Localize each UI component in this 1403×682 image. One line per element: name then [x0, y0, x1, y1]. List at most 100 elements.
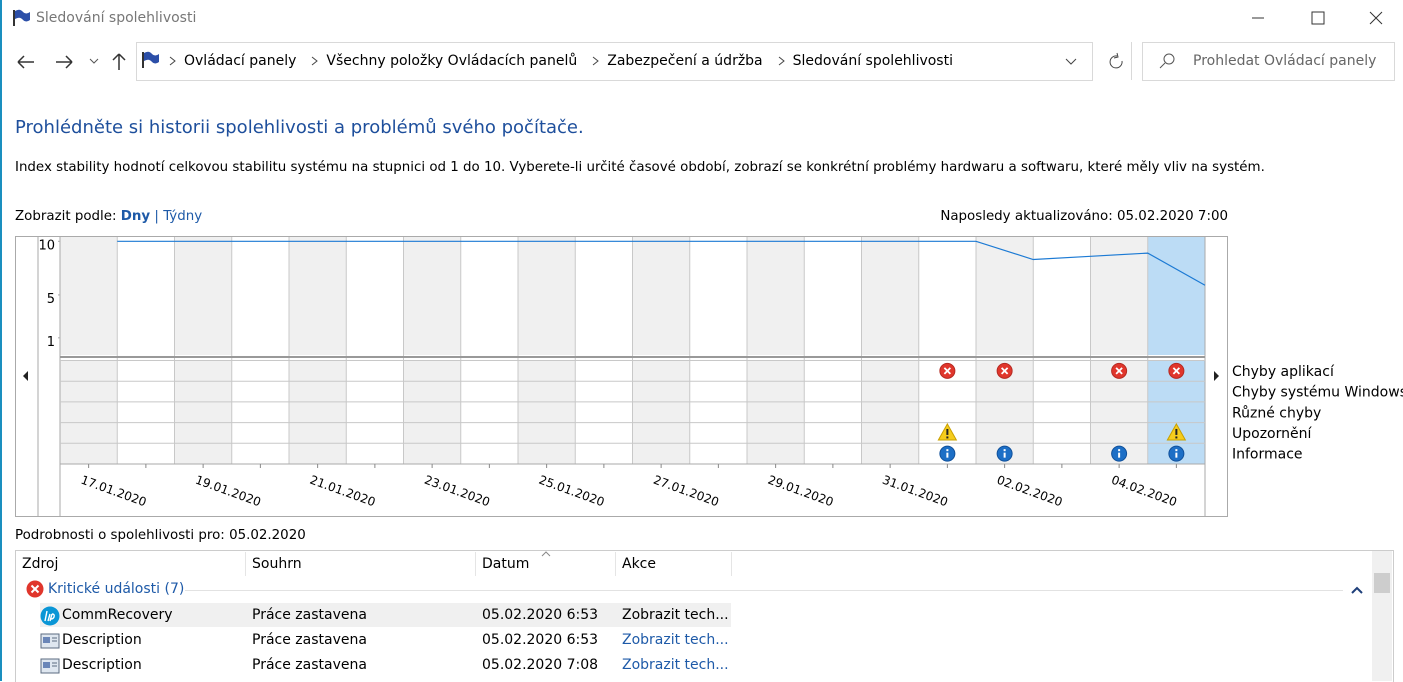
row-label: Chyby aplikací — [1232, 364, 1335, 380]
day-column — [747, 360, 805, 464]
info-dot — [1003, 449, 1006, 452]
view-option[interactable]: Týdny — [163, 209, 203, 224]
day-column — [861, 360, 919, 464]
y-tick-label: 1 — [47, 335, 55, 350]
view-label: Zobrazit podle: — [15, 209, 117, 224]
day-column — [346, 360, 404, 464]
day-column — [231, 360, 289, 464]
separator: | — [154, 209, 159, 224]
view-selector: Zobrazit podle: Dny | Týdny — [15, 209, 202, 224]
event-icon[interactable] — [939, 362, 956, 379]
day-column — [518, 360, 576, 464]
window-title: Sledování spolehlivosti — [36, 10, 197, 26]
day-column — [231, 237, 289, 355]
day-column — [1090, 237, 1148, 355]
warning-mark — [946, 428, 949, 435]
event-icon[interactable] — [996, 445, 1013, 462]
y-tick-label: 10 — [38, 238, 55, 253]
day-column — [60, 237, 118, 355]
address-icon — [142, 51, 159, 68]
event-icon[interactable] — [1166, 422, 1187, 441]
info-dot — [946, 449, 949, 452]
day-column — [632, 360, 690, 464]
event-icon[interactable] — [1168, 445, 1185, 462]
day-column — [403, 237, 461, 355]
day-column — [174, 360, 232, 464]
day-column — [117, 237, 175, 355]
day-column — [804, 360, 862, 464]
event-icon[interactable] — [996, 362, 1013, 379]
info-mark — [1118, 452, 1121, 458]
breadcrumb[interactable]: Všechny položky Ovládacích panelů — [326, 53, 578, 69]
day-column — [289, 237, 347, 355]
info-mark — [946, 452, 949, 458]
breadcrumbs: Ovládací panely Všechny položky Ovládacíc… — [166, 53, 965, 69]
row-label: Informace — [1232, 447, 1303, 463]
day-column — [518, 237, 576, 355]
day-column — [747, 237, 805, 355]
chevron — [778, 56, 785, 66]
event-icon[interactable] — [1168, 362, 1185, 379]
chevron — [592, 56, 600, 66]
search-icon — [1159, 53, 1175, 69]
day-column — [60, 360, 118, 464]
row-label: Chyby systému Windows — [1232, 385, 1403, 401]
day-column — [861, 237, 919, 355]
info-dot — [1118, 449, 1121, 452]
critical-x — [943, 367, 952, 375]
day-column — [918, 237, 976, 355]
day-column — [1033, 237, 1091, 355]
search-placeholder: Prohledat Ovládací panely — [1193, 53, 1377, 69]
day-column — [174, 237, 232, 355]
event-icon[interactable] — [1111, 445, 1128, 462]
event-icon[interactable] — [1111, 362, 1128, 379]
critical-x — [1115, 367, 1123, 375]
chevron — [169, 56, 176, 66]
breadcrumb[interactable]: Ovládací panely — [184, 53, 297, 69]
day-column — [976, 237, 1034, 355]
address-bar[interactable] — [136, 42, 1093, 81]
breadcrumb[interactable]: Zabezpečení a údržba — [607, 53, 763, 69]
search-box[interactable] — [1142, 42, 1395, 81]
chevron — [312, 56, 319, 66]
description: Index stability hodnotí celkovou stabili… — [15, 160, 1265, 175]
window-controls[interactable] — [1240, 0, 1403, 36]
day-column — [117, 360, 175, 464]
last-updated: Naposledy aktualizováno: 05.02.2020 7:00 — [940, 209, 1228, 224]
day-column — [804, 237, 862, 355]
nav-buttons[interactable] — [10, 48, 130, 78]
details-title: Podrobnosti o spolehlivosti pro: 05.02.2… — [15, 528, 306, 543]
scroll-left — [23, 371, 28, 381]
day-column — [460, 360, 518, 464]
address-actions[interactable] — [1060, 52, 1130, 72]
app-icon — [13, 9, 30, 26]
event-icon[interactable] — [939, 445, 956, 462]
window-edge — [0, 0, 2, 681]
day-column — [460, 237, 518, 355]
row-label: Upozornění — [1232, 426, 1312, 442]
scroll-right — [1214, 371, 1219, 381]
day-column — [346, 237, 404, 355]
day-column — [632, 237, 690, 355]
breadcrumb[interactable]: Sledování spolehlivosti — [792, 53, 953, 69]
view-option[interactable]: Dny — [120, 209, 151, 224]
scrollbar[interactable] — [1372, 551, 1392, 681]
row-label: Různé chyby — [1232, 405, 1321, 421]
details-table — [15, 550, 1394, 682]
day-column — [689, 237, 747, 355]
day-column — [1033, 360, 1091, 464]
warning-dot — [946, 436, 949, 439]
day-column — [689, 360, 747, 464]
critical-x — [1172, 367, 1181, 375]
event-icon[interactable] — [937, 422, 958, 441]
info-mark — [1003, 452, 1006, 458]
y-tick-label: 5 — [47, 292, 55, 307]
day-column — [403, 360, 461, 464]
warning-mark — [1175, 428, 1178, 435]
day-column — [289, 360, 347, 464]
day-column — [575, 360, 633, 464]
info-dot — [1175, 449, 1178, 452]
warning-dot — [1175, 436, 1178, 439]
